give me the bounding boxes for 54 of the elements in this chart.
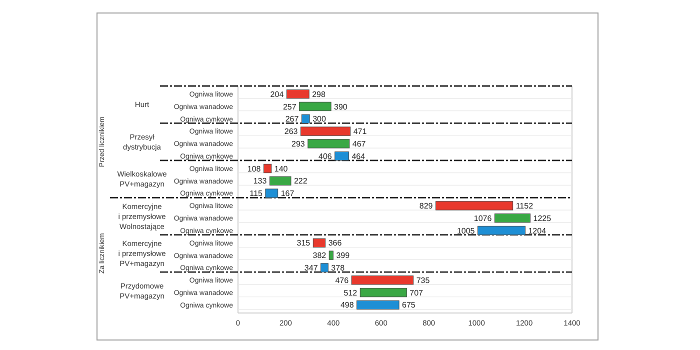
annotation: 406 xyxy=(318,152,332,161)
annotation: 293 xyxy=(292,139,306,148)
data-label: 464 xyxy=(352,152,366,161)
annotation: 476 xyxy=(335,276,350,285)
annotation: 115 xyxy=(250,189,263,198)
bar xyxy=(334,151,349,161)
bar xyxy=(328,250,334,260)
data-label: 1204 xyxy=(528,226,547,236)
annotation: 382 xyxy=(312,251,327,260)
bar xyxy=(264,164,272,174)
data-label: 735 xyxy=(416,276,430,285)
data-label: 167 xyxy=(280,189,295,198)
annotation: 133 xyxy=(253,176,268,186)
data-label: 366 xyxy=(328,238,342,248)
bar xyxy=(286,89,310,99)
annotation: 829 xyxy=(419,202,434,210)
bar xyxy=(494,214,530,223)
bar xyxy=(320,263,328,272)
bar xyxy=(269,176,292,186)
data-label: 222 xyxy=(294,176,308,186)
annotation: 347 xyxy=(304,264,318,273)
bar xyxy=(308,139,350,148)
annotation: 263 xyxy=(284,127,298,136)
data-label: 467 xyxy=(352,139,366,148)
bar xyxy=(478,226,526,236)
annotation: 498 xyxy=(340,300,354,310)
data-label: 707 xyxy=(410,288,424,298)
data-label: 390 xyxy=(334,102,348,112)
annotation: 1005 xyxy=(456,226,476,236)
bar xyxy=(360,288,407,298)
annotation: 512 xyxy=(344,288,358,298)
bar xyxy=(356,300,400,310)
data-label: 298 xyxy=(312,90,326,99)
annotation: 257 xyxy=(282,102,297,112)
data-label: 675 xyxy=(402,300,416,310)
data-label: 140 xyxy=(274,164,288,174)
data-label: 471 xyxy=(353,127,368,136)
bar xyxy=(351,276,414,285)
annotation: 267 xyxy=(285,114,300,124)
annotation: 315 xyxy=(296,238,311,248)
bar xyxy=(300,126,351,136)
bar xyxy=(436,201,514,210)
bar xyxy=(265,188,278,198)
data-label: 399 xyxy=(336,251,350,260)
data-label: 1152 xyxy=(516,202,534,210)
annotation: 1076 xyxy=(474,214,492,223)
bar xyxy=(299,102,332,112)
data-label: 1225 xyxy=(533,214,552,223)
data-label: 378 xyxy=(331,264,346,273)
annotation: 204 xyxy=(270,90,284,99)
bar xyxy=(301,114,310,124)
annotation: 108 xyxy=(247,164,262,174)
data-label: 300 xyxy=(312,114,326,124)
bar xyxy=(312,238,326,248)
